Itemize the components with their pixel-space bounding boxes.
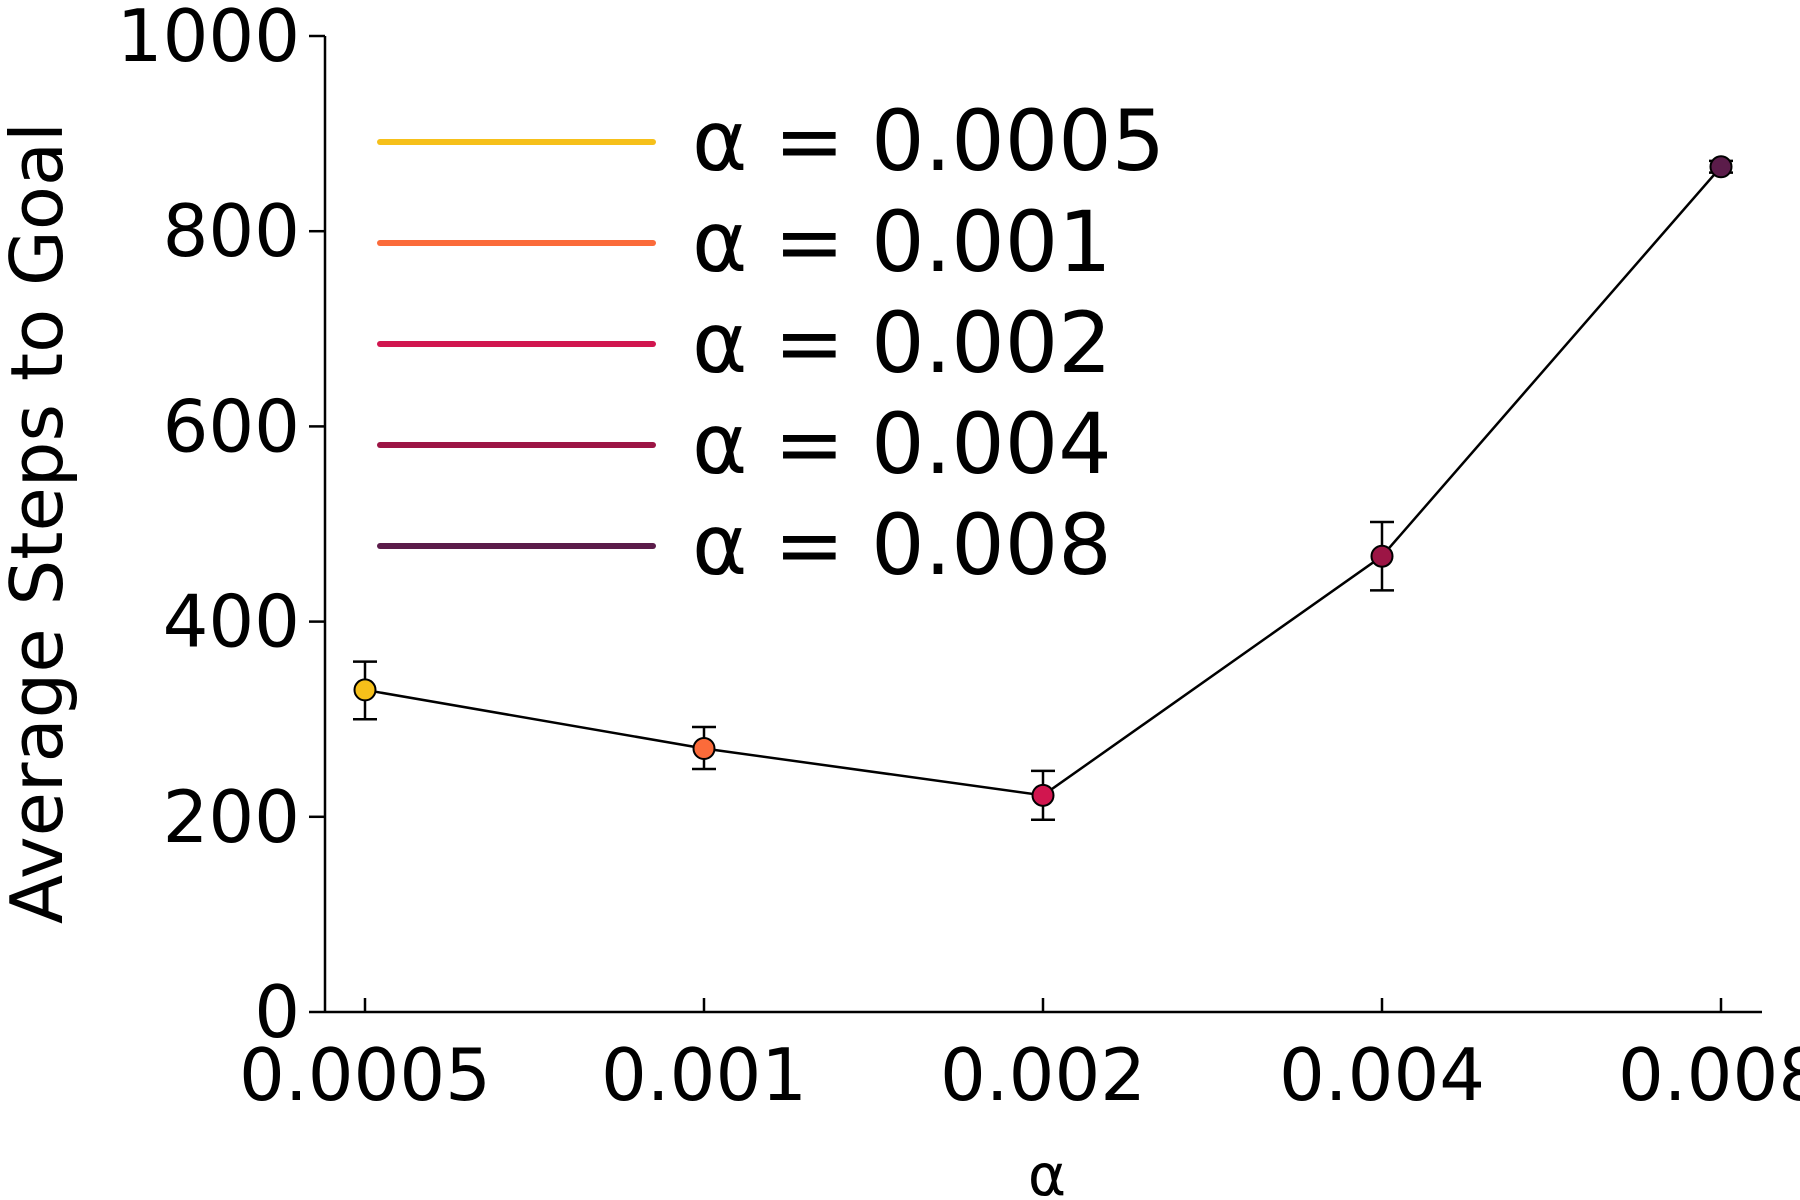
data-point	[1031, 783, 1055, 807]
x-tick-label: 0.008	[1618, 1033, 1800, 1117]
data-point	[353, 678, 377, 702]
x-tick-label: 0.002	[940, 1033, 1146, 1117]
legend-label: α = 0.001	[692, 193, 1112, 291]
y-axis-label: Average Steps to Goal	[0, 122, 79, 924]
x-tick-label: 0.001	[601, 1033, 807, 1117]
axes: 0 200 400 600 800 1000 0.0005 0.001 0.002 0.004 0.…	[117, 0, 1800, 1117]
y-tick-label: 0	[254, 970, 300, 1054]
data-point	[1709, 155, 1733, 179]
legend-label: α = 0.004	[692, 395, 1112, 493]
data-point	[692, 736, 716, 760]
y-tick-label: 1000	[117, 0, 300, 78]
legend-label: α = 0.0005	[692, 92, 1165, 190]
y-tick-label: 600	[163, 384, 300, 468]
series	[353, 155, 1733, 821]
y-tick-label: 800	[163, 189, 300, 273]
x-tick-label: 0.0005	[239, 1033, 491, 1117]
y-tick-label: 200	[163, 775, 300, 859]
legend-label: α = 0.002	[692, 294, 1112, 392]
legend-label: α = 0.008	[692, 496, 1112, 594]
data-point	[1370, 544, 1394, 568]
x-tick-label: 0.004	[1279, 1033, 1485, 1117]
x-axis-label: α	[1028, 1141, 1066, 1200]
y-tick-label: 400	[163, 580, 300, 664]
